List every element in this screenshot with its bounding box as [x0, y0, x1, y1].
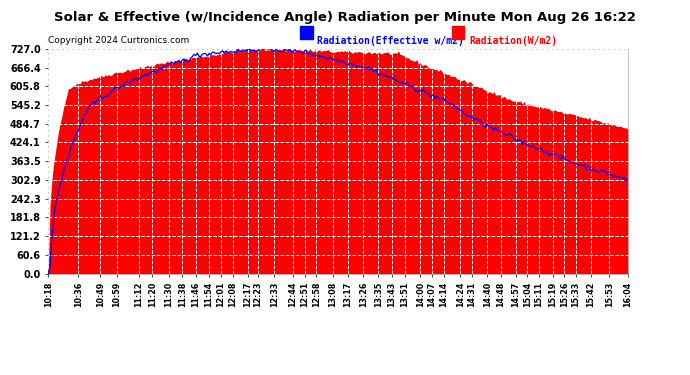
Text: Radiation(W/m2): Radiation(W/m2) [469, 36, 558, 46]
Text: Radiation(Effective w/m2): Radiation(Effective w/m2) [317, 36, 464, 46]
Text: Solar & Effective (w/Incidence Angle) Radiation per Minute Mon Aug 26 16:22: Solar & Effective (w/Incidence Angle) Ra… [54, 11, 636, 24]
Text: Copyright 2024 Curtronics.com: Copyright 2024 Curtronics.com [48, 36, 190, 45]
